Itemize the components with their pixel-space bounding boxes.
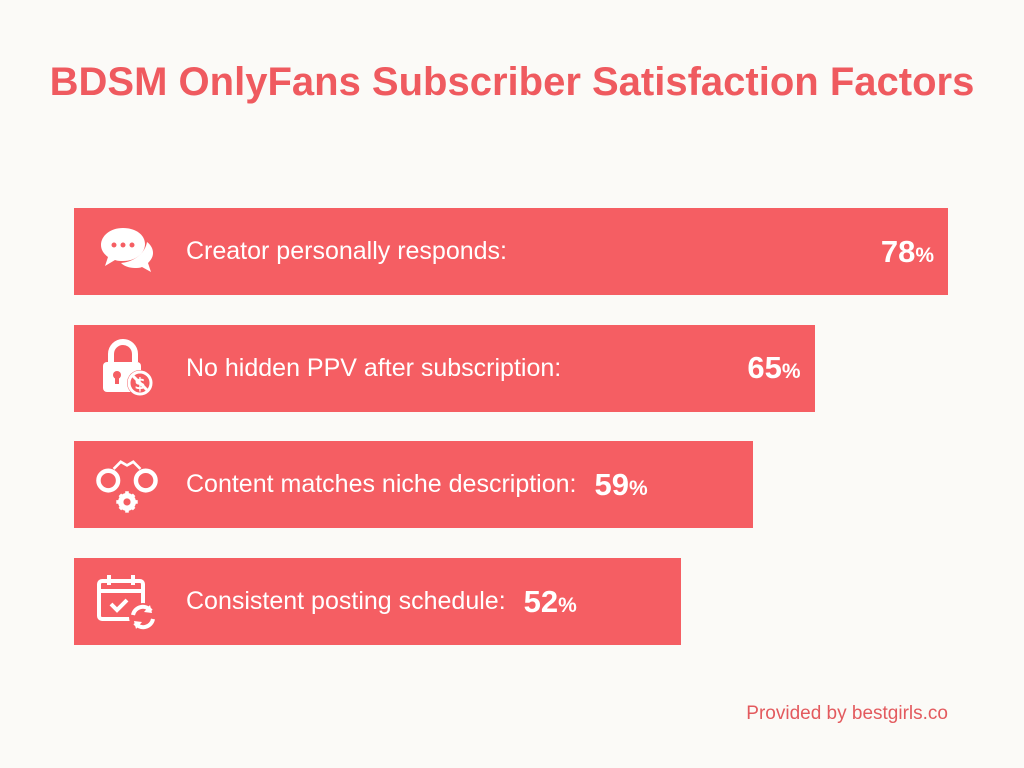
calendar-check-refresh-icon <box>94 569 160 635</box>
bar-value-label: 65% <box>747 350 800 386</box>
bar-value-label: 52% <box>524 584 577 620</box>
bar-label: Content matches niche description: <box>186 470 577 499</box>
bar-value-unit: % <box>781 360 801 384</box>
chat-bubbles-icon <box>94 219 160 285</box>
lock-no-dollar-icon: $ <box>94 335 160 401</box>
bar-value: 59 <box>594 466 629 502</box>
bar-value-unit: % <box>915 243 935 267</box>
bar-label: Creator personally responds: <box>186 237 507 265</box>
bar-value-label: 59% <box>595 467 648 503</box>
bar-1: Creator personally responds: 78% <box>74 208 949 295</box>
bar-4: Consistent posting schedule: 52% <box>74 558 682 646</box>
bar-3: Content matches niche description: 59% <box>74 441 753 529</box>
bar-label: Consistent posting schedule: <box>186 587 506 616</box>
credit-text: Provided by bestgirls.co <box>746 703 948 724</box>
bar-value-unit: % <box>628 476 648 500</box>
bar-2: $ No hidden PPV after subscription: 65% <box>74 324 815 412</box>
bar-value: 52 <box>523 583 559 619</box>
chart-title: BDSM OnlyFans Subscriber Satisfaction Fa… <box>49 60 975 104</box>
bar-value: 65 <box>747 350 782 386</box>
bar-value-unit: % <box>558 593 577 617</box>
handcuffs-gear-icon <box>94 452 160 518</box>
bar-value-label: 78% <box>881 234 934 270</box>
bar-label: No hidden PPV after subscription: <box>186 353 562 382</box>
bar-value: 78 <box>880 233 916 269</box>
